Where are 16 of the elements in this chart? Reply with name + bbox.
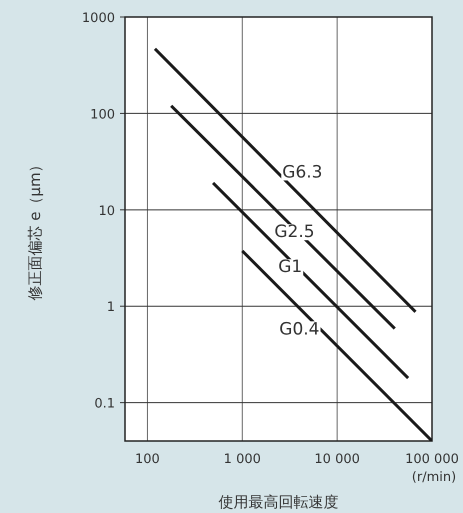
y-axis-title: 修正面偏芯 e（μm） bbox=[26, 157, 44, 301]
text: (r/min) bbox=[412, 470, 456, 485]
y-tick-label: 10 bbox=[98, 204, 115, 219]
x-axis-title: 使用最高回転速度 bbox=[218, 493, 338, 511]
y-tick-label: 1 bbox=[106, 300, 115, 316]
y-tick-label: 100 bbox=[90, 107, 115, 122]
x-tick-label: 100 000 bbox=[405, 452, 459, 467]
y-tick-label: 1000 bbox=[82, 11, 115, 26]
annotation: G0.4 bbox=[279, 319, 320, 340]
x-tick-label: 1 000 bbox=[224, 452, 261, 467]
annotation: G6.3 bbox=[282, 162, 322, 182]
annotation: G1 bbox=[278, 257, 302, 278]
x-tick-label: 100 bbox=[135, 452, 160, 467]
annotation: G2.5 bbox=[274, 222, 315, 242]
y-tick-label: 0.1 bbox=[94, 396, 115, 412]
x-tick-label: 10 000 bbox=[314, 452, 360, 467]
